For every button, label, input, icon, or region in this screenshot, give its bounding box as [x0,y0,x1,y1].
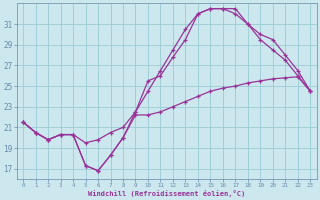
X-axis label: Windchill (Refroidissement éolien,°C): Windchill (Refroidissement éolien,°C) [88,190,245,197]
